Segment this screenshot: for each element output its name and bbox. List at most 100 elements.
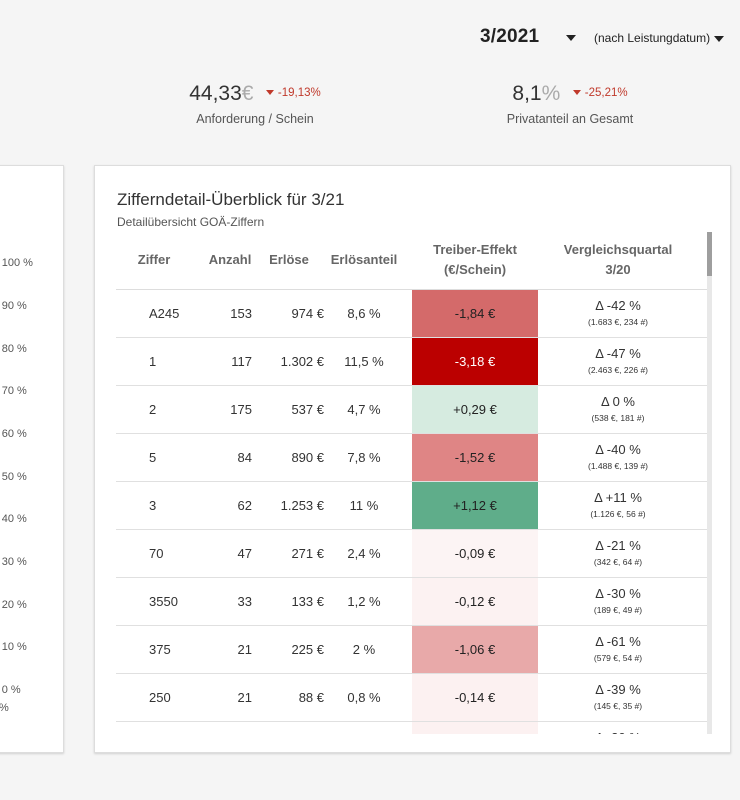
vergleich-detail: (538 €, 181 #) xyxy=(591,413,645,423)
cell-treiber-effekt: -1,52 € xyxy=(412,434,538,481)
vergleich-delta: Δ 0 % xyxy=(601,394,635,409)
cell-vergleichsquartal: Δ 0 % (538 €, 181 #) xyxy=(538,386,698,433)
cell-anzahl: 21 xyxy=(237,690,252,705)
cell-vergleichsquartal: Δ -40 % (1.488 €, 139 #) xyxy=(538,434,698,481)
cell-ziffer: 3 xyxy=(149,498,157,513)
table-row[interactable]: 5 84 890 € 7,8 % -1,52 € Δ -40 % (1.488 €, 139… xyxy=(116,434,708,482)
table-scrollbar[interactable] xyxy=(707,232,712,734)
axis-tick-label: - 20 % xyxy=(0,599,27,611)
cell-anzahl: 33 xyxy=(237,594,252,609)
axis-tick-label: % xyxy=(0,702,9,714)
card-subtitle: Detailübersicht GOÄ-Ziffern xyxy=(117,215,265,229)
axis-tick-label: - 30 % xyxy=(0,556,27,568)
table-row[interactable]: 70 47 271 € 2,4 % -0,09 € Δ -21 % (342 €, 64 #… xyxy=(116,530,708,578)
table-row[interactable]: 2 175 537 € 4,7 % +0,29 € Δ 0 % (538 €, 181 #) xyxy=(116,386,708,434)
kpi-anforderung: 44,33€ -19,13% Anforderung / Schein xyxy=(160,82,350,126)
card-title: Zifferndetail-Überblick für 3/21 xyxy=(117,190,345,209)
cell-treiber-effekt: -0,09 € xyxy=(412,530,538,577)
table-header: Ziffer Anzahl Erlöse Erlösanteil Treiber… xyxy=(116,232,708,290)
cell-vergleichsquartal: Δ -20 % xyxy=(538,722,698,734)
kpi-value: 44,33 xyxy=(189,82,242,105)
axis-tick-label: - 90 % xyxy=(0,300,27,312)
table-row[interactable]: Δ -20 % xyxy=(116,722,708,734)
period-dropdown-icon[interactable] xyxy=(566,35,576,41)
kpi-delta: -25,21% xyxy=(572,87,628,99)
axis-tick-label: - 50 % xyxy=(0,471,27,483)
table-row[interactable]: 250 21 88 € 0,8 % -0,14 € Δ -39 % (145 €, 35 #… xyxy=(116,674,708,722)
date-mode-dropdown[interactable]: (nach Leistungdatum) xyxy=(594,31,725,45)
cell-ziffer: 1 xyxy=(149,354,157,369)
cell-anzahl: 175 xyxy=(230,402,252,417)
col-header-ziffer[interactable]: Ziffer xyxy=(137,252,171,267)
cell-treiber-effekt: +1,12 € xyxy=(412,482,538,529)
col-header-vergleichsquartal[interactable]: Vergleichsquartal 3/20 xyxy=(538,240,698,280)
cell-anzahl: 153 xyxy=(230,306,252,321)
col-header-erloese[interactable]: Erlöse xyxy=(269,252,309,267)
period-selector-value[interactable]: 3/2021 xyxy=(480,26,540,47)
axis-tick-label: - 40 % xyxy=(0,513,27,525)
chevron-down-icon xyxy=(714,35,725,42)
cell-anzahl: 62 xyxy=(237,498,252,513)
cell-vergleichsquartal: Δ -47 % (2.463 €, 226 #) xyxy=(538,338,698,385)
cell-erloesanteil: 2 % xyxy=(352,642,376,657)
cell-erloese: 974 € xyxy=(291,306,324,321)
cell-anzahl: 84 xyxy=(237,450,252,465)
cell-anzahl: 117 xyxy=(231,354,252,369)
cell-treiber-effekt: +0,29 € xyxy=(412,386,538,433)
table-row[interactable]: 1 117 1.302 € 11,5 % -3,18 € Δ -47 % (2.463 €,… xyxy=(116,338,708,386)
axis-tick-label: - 70 % xyxy=(0,385,27,397)
cell-erloesanteil: 2,4 % xyxy=(347,546,381,561)
vergleich-detail: (579 €, 54 #) xyxy=(593,653,643,663)
cell-treiber-effekt: -1,06 € xyxy=(412,626,538,673)
kpi-delta: -19,13% xyxy=(265,87,321,99)
cell-vergleichsquartal: Δ -21 % (342 €, 64 #) xyxy=(538,530,698,577)
cell-ziffer: 70 xyxy=(149,546,164,561)
kpi-value: 8,1 xyxy=(512,82,542,105)
cell-ziffer: 375 xyxy=(149,642,171,657)
kpi-privatanteil: 8,1% -25,21% Privatanteil an Gesamt xyxy=(490,82,650,126)
table-row[interactable]: 375 21 225 € 2 % -1,06 € Δ -61 % (579 €, 54 #) xyxy=(116,626,708,674)
cell-treiber-effekt: -3,18 € xyxy=(412,338,538,385)
cell-anzahl: 47 xyxy=(237,546,252,561)
cell-anzahl xyxy=(192,722,252,734)
col-header-erloesanteil[interactable]: Erlösanteil xyxy=(330,252,398,267)
col-header-treiber-effekt[interactable]: Treiber-Effekt (€/Schein) xyxy=(412,240,538,280)
col-header-treiber-line2: (€/Schein) xyxy=(443,262,507,277)
cell-vergleichsquartal: Δ -30 % (189 €, 49 #) xyxy=(538,578,698,625)
scrollbar-thumb[interactable] xyxy=(707,232,712,276)
cell-vergleichsquartal: Δ +11 % (1.126 €, 56 #) xyxy=(538,482,698,529)
table-row[interactable]: 3550 33 133 € 1,2 % -0,12 € Δ -30 % (189 €, 49… xyxy=(116,578,708,626)
axis-tick-label: - 60 % xyxy=(0,428,27,440)
cell-ziffer: A245 xyxy=(149,306,180,321)
col-header-vergleich-line2: 3/20 xyxy=(605,262,631,277)
kpi-label: Anforderung / Schein xyxy=(196,112,314,126)
cell-ziffer: 5 xyxy=(149,450,157,465)
cell-ziffer: 3550 xyxy=(149,594,178,609)
cell-erloesanteil: 11 % xyxy=(349,498,379,513)
vergleich-delta: Δ +11 % xyxy=(594,490,642,505)
ziffern-detail-card: Zifferndetail-Überblick für 3/21 Detailü… xyxy=(94,165,731,753)
col-header-anzahl[interactable]: Anzahl xyxy=(208,252,252,267)
cell-ziffer xyxy=(116,722,192,734)
cell-erloesanteil: 11,5 % xyxy=(344,354,384,369)
cell-vergleichsquartal: Δ -39 % (145 €, 35 #) xyxy=(538,674,698,721)
cell-erloese: 133 € xyxy=(291,594,324,609)
vergleich-delta: Δ -30 % xyxy=(595,586,641,601)
vergleich-delta: Δ -21 % xyxy=(595,538,641,553)
cell-erloese: 1.253 € xyxy=(280,498,324,513)
table-row[interactable]: A245 153 974 € 8,6 % -1,84 € Δ -42 % (1.683 €,… xyxy=(116,290,708,338)
table-row[interactable]: 3 62 1.253 € 11 % +1,12 € Δ +11 % (1.126 €, 56… xyxy=(116,482,708,530)
cell-ziffer: 2 xyxy=(149,402,157,417)
vergleich-detail: (1.683 €, 234 #) xyxy=(587,317,648,327)
cell-erloese: 1.302 € xyxy=(280,354,324,369)
cell-treiber-effekt: -0,12 € xyxy=(412,578,538,625)
cell-erloese xyxy=(262,722,324,734)
cell-erloese: 537 € xyxy=(291,402,324,417)
col-header-treiber-line1: Treiber-Effekt xyxy=(433,242,517,257)
date-mode-label: (nach Leistungdatum) xyxy=(594,31,711,45)
vergleich-detail: (1.126 €, 56 #) xyxy=(590,509,646,519)
vergleich-detail: (2.463 €, 226 #) xyxy=(587,365,648,375)
axis-tick-label: - 100 % xyxy=(0,257,33,269)
kpi-label: Privatanteil an Gesamt xyxy=(506,112,634,126)
ziffern-table: Ziffer Anzahl Erlöse Erlösanteil Treiber… xyxy=(116,232,708,734)
